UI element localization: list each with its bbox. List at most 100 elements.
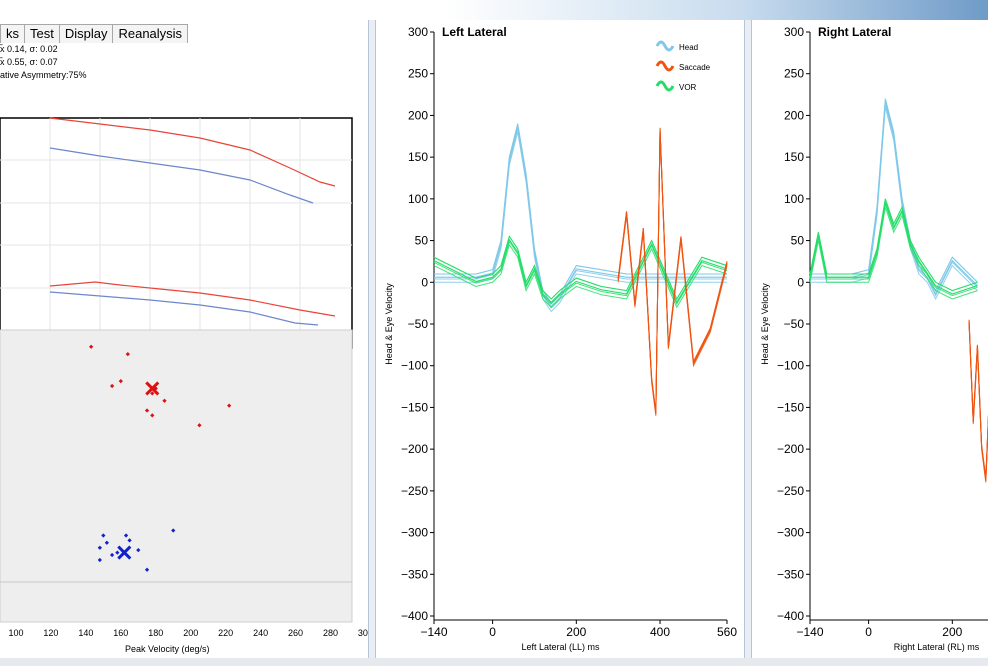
y-tick-label: 50 (415, 234, 429, 248)
regression-plot-frame (0, 117, 353, 349)
scatter-mean-blue-stroke (117, 545, 132, 560)
y-tick-label: −350 (777, 567, 804, 581)
y-tick-label: 50 (791, 234, 805, 248)
scatter-plot-area (0, 330, 352, 622)
x-axis-label: Right Lateral (RL) ms (894, 642, 980, 652)
y-tick-label: 150 (784, 150, 804, 164)
x-axis-label: Left Lateral (LL) ms (521, 642, 600, 652)
scatter-point-red (227, 403, 232, 408)
y-tick-label: 200 (408, 108, 428, 122)
series-line-vor (433, 238, 728, 304)
x-tick-label: 0 (489, 625, 496, 639)
scatter-x-tick-label: 100 (8, 628, 23, 638)
panel-splitter-2[interactable] (744, 20, 752, 666)
y-tick-label: 100 (408, 192, 428, 206)
series-line-saccade (968, 321, 988, 481)
x-tick-label: 0 (865, 625, 872, 639)
series-line-vor (809, 207, 978, 300)
series-line-head (434, 128, 727, 309)
regression-red-upper (49, 117, 336, 187)
left-lateral-chart: 300 250 200 150 100 50 0 −50 −100 −150 −200 −250 −30… (384, 25, 737, 652)
legend-swatch (655, 60, 675, 72)
series-line-head (434, 131, 727, 313)
scatter-point-blue (171, 528, 176, 533)
y-tick-label: −200 (401, 442, 428, 456)
y-tick-label: 250 (408, 67, 428, 81)
stat-line-2: ̅x 0.55, σ: 0.07 (0, 57, 58, 67)
legend-label: VOR (679, 83, 697, 92)
x-tick-label: −140 (420, 625, 447, 639)
x-tick-label: 200 (566, 625, 586, 639)
scatter-point-red (144, 408, 150, 413)
x-tick-label: 400 (650, 625, 670, 639)
y-tick-label: −400 (777, 609, 804, 623)
y-tick-label: −50 (408, 317, 429, 331)
y-tick-label: −100 (777, 359, 804, 373)
legend-swatch (655, 40, 675, 52)
scatter-x-tick-label: 240 (253, 628, 268, 638)
series-line-vor (433, 240, 728, 306)
series-line-saccade (617, 129, 728, 414)
y-tick-label: −50 (784, 317, 805, 331)
y-tick-label: −100 (401, 359, 428, 373)
series-line-head (434, 123, 727, 304)
tab-display[interactable]: Display (58, 24, 114, 43)
left-panel: ks Test Display Reanalysis ̅x 0.14, σ: 0… (0, 20, 369, 666)
scatter-plot-border (0, 329, 353, 623)
y-tick-label: −150 (777, 400, 804, 414)
scatter-x-tick-label: 180 (148, 628, 163, 638)
left-lateral-panel: 300 250 200 150 100 50 0 −50 −100 −150 −200 −250 −30… (376, 20, 744, 660)
scatter-x-tick-label: 200 (183, 628, 198, 638)
series-line-vor (433, 235, 728, 301)
scatter-x-tick-label: 300 (358, 628, 368, 638)
scatter-x-tick-label: 120 (43, 628, 58, 638)
legend-label: Saccade (679, 63, 711, 72)
tab-reanalysis[interactable]: Reanalysis (112, 24, 189, 43)
regression-blue-upper (49, 147, 314, 204)
scatter-x-tick-label: 260 (288, 628, 303, 638)
y-tick-label: −300 (401, 526, 428, 540)
y-tick-label: −200 (777, 442, 804, 456)
y-axis-label: Head & Eye Velocity (384, 283, 394, 365)
regression-red-lower (49, 281, 336, 317)
y-tick-label: −250 (777, 484, 804, 498)
scatter-point-blue (136, 548, 141, 553)
y-tick-label: 100 (784, 192, 804, 206)
legend-item-saccade: Saccade (655, 60, 711, 72)
chart-title: Right Lateral (818, 25, 891, 39)
status-strip (0, 658, 988, 666)
series-line-head (434, 123, 727, 304)
scatter-x-tick-label: 140 (78, 628, 93, 638)
legend-item-head: Head (655, 40, 698, 52)
y-tick-label: 0 (797, 275, 804, 289)
left-plots: 100 120 140 160 180 200 220 240 260 280 300 Peak V… (0, 117, 368, 654)
scatter-x-tick-label: 280 (323, 628, 338, 638)
scatter-x-ticks: 100 120 140 160 180 200 220 240 260 280 300 (8, 628, 368, 638)
y-axis-label: Head & Eye Velocity (760, 283, 770, 365)
legend-item-vor: VOR (655, 80, 697, 92)
scatter-x-tick-label: 160 (113, 628, 128, 638)
series-line-saccade (968, 319, 988, 479)
series-line-vor (809, 202, 978, 295)
y-tick-label: 200 (784, 108, 804, 122)
y-tick-label: −400 (401, 609, 428, 623)
series-line-vor (433, 235, 728, 301)
scatter-mean-red-stroke (145, 381, 160, 396)
series-line-vor (809, 203, 978, 297)
scatter-mean-blue (117, 545, 132, 560)
tab-strip: ks Test Display Reanalysis (0, 24, 189, 44)
scatter-point-blue (127, 538, 132, 543)
panel-splitter-1[interactable] (368, 20, 376, 666)
y-tick-label: 0 (421, 275, 428, 289)
chart-title: Left Lateral (442, 25, 507, 39)
series-line-head (810, 103, 978, 297)
tab-test[interactable]: Test (24, 24, 60, 43)
series-line-saccade (968, 322, 988, 481)
x-tick-label: −140 (796, 625, 823, 639)
legend-swatch (655, 80, 675, 92)
y-tick-label: −150 (401, 400, 428, 414)
legend-label: Head (679, 43, 698, 52)
y-tick-label: 250 (784, 67, 804, 81)
series-line-saccade (617, 130, 728, 415)
regression-blue-lower (49, 291, 319, 326)
